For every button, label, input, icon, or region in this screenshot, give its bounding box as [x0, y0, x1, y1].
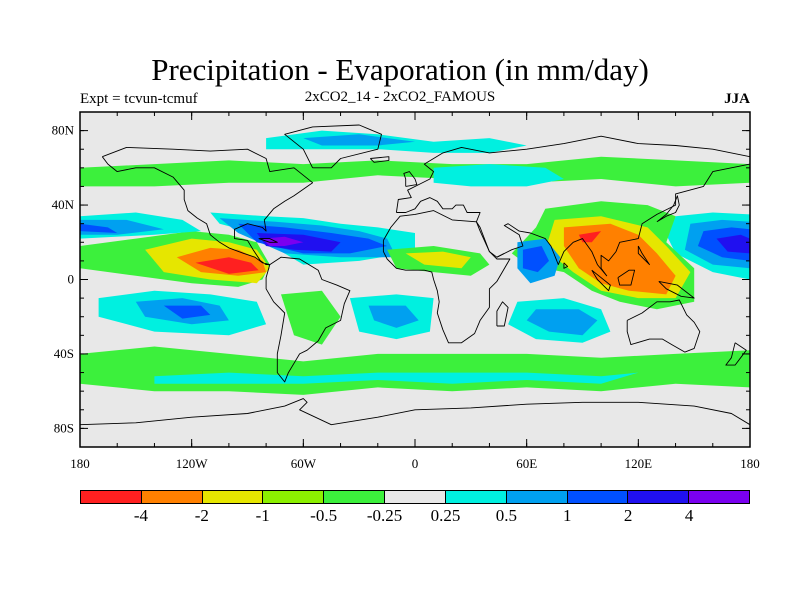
lon-tick-label: 60W: [291, 456, 317, 471]
colorbar-label: -4: [133, 506, 148, 525]
colorbar-label: 0.25: [430, 506, 461, 525]
region-w-pac-dkblue: [716, 234, 750, 254]
coastlines: [80, 124, 750, 426]
colorbar-swatch: [506, 491, 568, 503]
region-south-cyan: [154, 372, 639, 384]
region-ep-red: [195, 257, 259, 274]
colorbar-label: 1: [563, 506, 572, 525]
colorbar-label: -0.25: [366, 506, 403, 525]
region-sa-green: [281, 290, 341, 345]
experiment-label: Expt = tcvun-tcmuf: [80, 91, 198, 107]
colorbar-swatch: [263, 491, 325, 503]
lat-tick-label: 80S: [54, 420, 74, 435]
coastline-arabia-gulf-link: [496, 252, 505, 258]
region-atl-violet: [262, 236, 304, 246]
lon-tick-label: 0: [412, 456, 419, 471]
season-label: JJA: [724, 91, 750, 107]
lat-tick-label: 40S: [54, 346, 74, 361]
coastline-new-zealand: [725, 342, 747, 366]
region-europe-cyan: [433, 164, 564, 187]
chart-title: Precipitation - Evaporation (in mm/day): [151, 52, 649, 87]
coastline-madagascar: [496, 301, 509, 327]
lat-tick-label: 80N: [52, 123, 75, 138]
coastline-borneo: [617, 269, 636, 286]
lon-tick-label: 180: [70, 456, 90, 471]
coastline-australia: [626, 299, 701, 353]
colorbar-swatch: [141, 491, 203, 503]
coastline-uk: [403, 171, 418, 187]
coastline-iceland: [369, 156, 390, 163]
colorbar-label: 0.5: [495, 506, 517, 525]
region-arctic-mblue: [303, 134, 415, 146]
colorbar: [80, 490, 750, 504]
coastline-japan: [656, 195, 680, 223]
region-pac-n-blue: [80, 223, 118, 233]
colorbar-label: 4: [684, 506, 694, 525]
contour-fills: [80, 130, 750, 395]
colorbar-label: -2: [194, 506, 209, 525]
colorbar-swatch: [689, 491, 749, 503]
colorbar-swatch: [324, 491, 386, 503]
coastline-caribbean-cuba: [258, 238, 278, 243]
coastline-north-america: [101, 146, 314, 266]
lon-tick-label: 120W: [176, 456, 209, 471]
coastline-south-america: [265, 256, 351, 383]
lon-tick-label: 180: [740, 456, 760, 471]
lon-tick-label: 60E: [516, 456, 537, 471]
coastline-greenland: [284, 124, 382, 169]
coastline-antarctica: [80, 398, 750, 426]
colorbar-label: -1: [255, 506, 270, 525]
coastline-eurasia: [395, 135, 750, 277]
colorbar-swatch: [445, 491, 507, 503]
colorbar-swatch: [81, 491, 142, 503]
region-satl-mblue: [368, 305, 419, 328]
coastline-sumatra: [591, 269, 611, 292]
colorbar-swatch: [202, 491, 264, 503]
colorbar-swatch: [385, 491, 446, 503]
region-asia-red: [578, 231, 602, 243]
region-arctic-green: [80, 156, 750, 187]
region-africa-yellow: [405, 251, 471, 269]
lon-tick-label: 120E: [625, 456, 653, 471]
colorbar-swatch: [567, 491, 629, 503]
region-sh-io-mblue: [526, 309, 598, 336]
coastline-philippines: [637, 245, 650, 266]
region-spac-blue: [163, 305, 211, 319]
colorbar-swatch: [628, 491, 690, 503]
comparison-label: 2xCO2_14 - 2xCO2_FAMOUS: [304, 89, 496, 105]
colorbar-label: 2: [623, 506, 633, 525]
coastline-africa: [382, 210, 511, 344]
axis-ticks: 80N 40N 0 40S 80S 180 120W 60W 0 60E 120E 180: [52, 112, 760, 471]
coastline-sri-lanka: [563, 262, 569, 269]
colorbar-label: -0.5: [310, 506, 338, 525]
coastline-new-guinea: [658, 280, 695, 299]
region-io-blue: [522, 246, 549, 273]
lat-tick-label: 40N: [52, 197, 75, 212]
lat-tick-label: 0: [68, 272, 75, 287]
